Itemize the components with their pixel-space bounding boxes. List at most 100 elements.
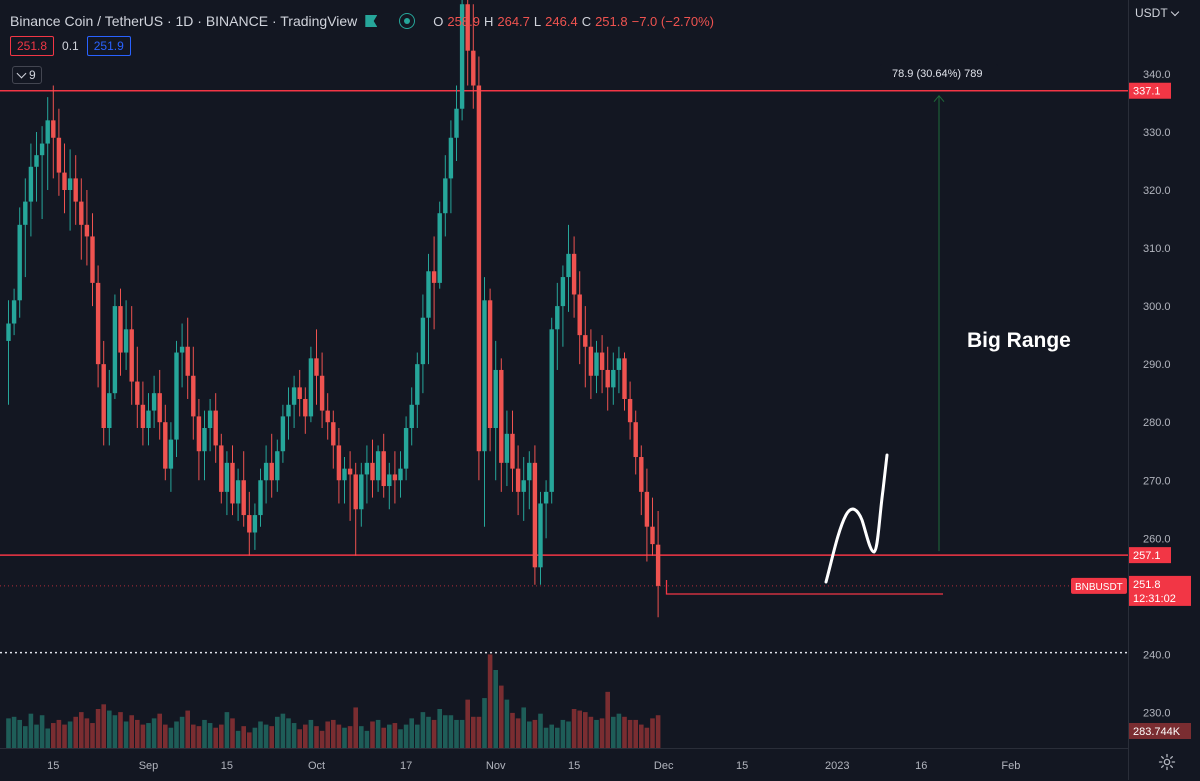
- candle-body: [331, 422, 336, 446]
- currency-selector[interactable]: USDT: [1135, 6, 1179, 20]
- candle-body: [392, 474, 398, 481]
- volume-bar: [135, 719, 140, 748]
- candle-body: [90, 236, 95, 283]
- sell-price-button[interactable]: 251.8: [10, 36, 55, 56]
- candle-body: [420, 317, 426, 365]
- time-tick-label: 16: [915, 760, 927, 772]
- candle-body: [275, 451, 280, 481]
- live-data-icon: [399, 13, 416, 29]
- horizontal-levels: [0, 89, 1128, 654]
- candle-body: [487, 300, 493, 429]
- volume-bar: [207, 723, 213, 748]
- chart-title[interactable]: Binance Coin / TetherUS · 1D · BINANCE ·…: [10, 13, 358, 29]
- time-axis[interactable]: 15 Sep 15 Oct 17 Nov 15 Dec 15 2023 16 Feb: [0, 748, 1128, 781]
- price-axis-ticks: 340.0 330.0 320.0 310.0 300.0 290.0 280.0 270.0…: [1143, 69, 1171, 720]
- time-tick-label: 15: [568, 760, 580, 772]
- price-tick-label: 340.0: [1143, 69, 1171, 81]
- volume-bar: [331, 719, 336, 748]
- volume-bar: [202, 719, 207, 748]
- candle-body: [140, 404, 146, 429]
- volume-bar: [566, 721, 571, 748]
- chart-canvas[interactable]: 78.9 (30.64%) 789 Big Range BNBUSDT: [0, 0, 1128, 748]
- indicators-toggle-button[interactable]: 9: [12, 66, 42, 84]
- ohlc-high: 264.7: [497, 13, 530, 29]
- volume-label: 283.744K: [1133, 726, 1181, 738]
- candle-body: [224, 462, 230, 492]
- candle-body: [493, 369, 498, 429]
- candle-body: [409, 404, 414, 429]
- candle-body: [627, 398, 633, 423]
- volume-bar: [359, 726, 364, 748]
- candle-body: [269, 462, 274, 481]
- candle-body: [196, 416, 202, 452]
- volume-bar: [140, 724, 146, 748]
- currency-label: USDT: [1135, 6, 1168, 20]
- volume-bar: [235, 730, 241, 748]
- volume-bar: [353, 707, 358, 748]
- volume-bar: [73, 716, 78, 748]
- volume-tag: [1129, 723, 1191, 739]
- measure-label: 78.9 (30.64%) 789: [892, 68, 983, 80]
- volume-bar: [269, 726, 274, 748]
- candle-body: [84, 224, 90, 237]
- candle-body: [247, 515, 252, 533]
- candle-body: [560, 277, 566, 307]
- price-tick-label: 270.0: [1143, 475, 1171, 487]
- candle-body: [459, 4, 465, 109]
- volume-bar: [23, 726, 28, 748]
- volume-bar: [286, 718, 291, 748]
- spread-value: 0.1: [62, 39, 79, 53]
- candle-body: [555, 306, 560, 330]
- market-status-icon[interactable]: [365, 15, 378, 27]
- candle-body: [62, 172, 67, 190]
- level-price-tag: [1129, 82, 1171, 99]
- trade-prices: 251.8 0.1 251.9: [10, 36, 131, 56]
- volume-bar: [213, 727, 218, 748]
- candle-body: [577, 294, 582, 336]
- volume-bar: [163, 724, 168, 748]
- volume-bar: [263, 724, 269, 748]
- time-tick-label: 15: [47, 760, 59, 772]
- candle-body: [157, 393, 162, 423]
- volume-bar: [605, 691, 610, 748]
- volume-bar: [39, 715, 45, 748]
- candle-body: [207, 410, 213, 429]
- candle-body: [123, 329, 129, 353]
- candle-body: [639, 457, 644, 492]
- volume-bar: [101, 704, 106, 748]
- gear-icon[interactable]: [1158, 753, 1176, 771]
- volume-bar: [448, 715, 454, 748]
- volume-bar: [45, 728, 50, 748]
- price-axis[interactable]: 340.0 330.0 320.0 310.0 300.0 290.0 280.0 270.0…: [1128, 0, 1200, 780]
- volume-bar: [314, 726, 319, 748]
- candle-body: [611, 369, 616, 388]
- candle-body: [280, 416, 286, 452]
- candle-body: [291, 387, 297, 405]
- candle-body: [17, 224, 22, 301]
- volume-bar: [510, 712, 515, 748]
- candle-body: [73, 178, 78, 202]
- volume-bar: [465, 699, 470, 748]
- level-price-label: 257.1: [1133, 550, 1161, 562]
- volume-bar: [611, 716, 616, 748]
- volume-bar: [11, 716, 17, 748]
- volume-bar: [588, 716, 594, 748]
- buy-price-button[interactable]: 251.9: [86, 36, 131, 56]
- candle-body: [387, 474, 392, 487]
- volume-bar: [118, 712, 123, 748]
- candle-body: [437, 213, 442, 283]
- volume-bar: [515, 718, 521, 748]
- candle-body: [319, 375, 325, 411]
- candle-body: [504, 433, 510, 463]
- ohlc-change: −7.0 (−2.70%): [631, 13, 715, 29]
- candle-body: [605, 369, 610, 388]
- candle-body: [521, 480, 526, 492]
- ohlc-low: 246.4: [545, 13, 578, 29]
- time-tick-label: 17: [400, 760, 412, 772]
- candle-body: [426, 271, 431, 318]
- candle-body: [235, 480, 241, 504]
- volume-bar: [79, 712, 84, 748]
- price-tick-label: 230.0: [1143, 707, 1171, 719]
- volume-bar: [381, 727, 386, 748]
